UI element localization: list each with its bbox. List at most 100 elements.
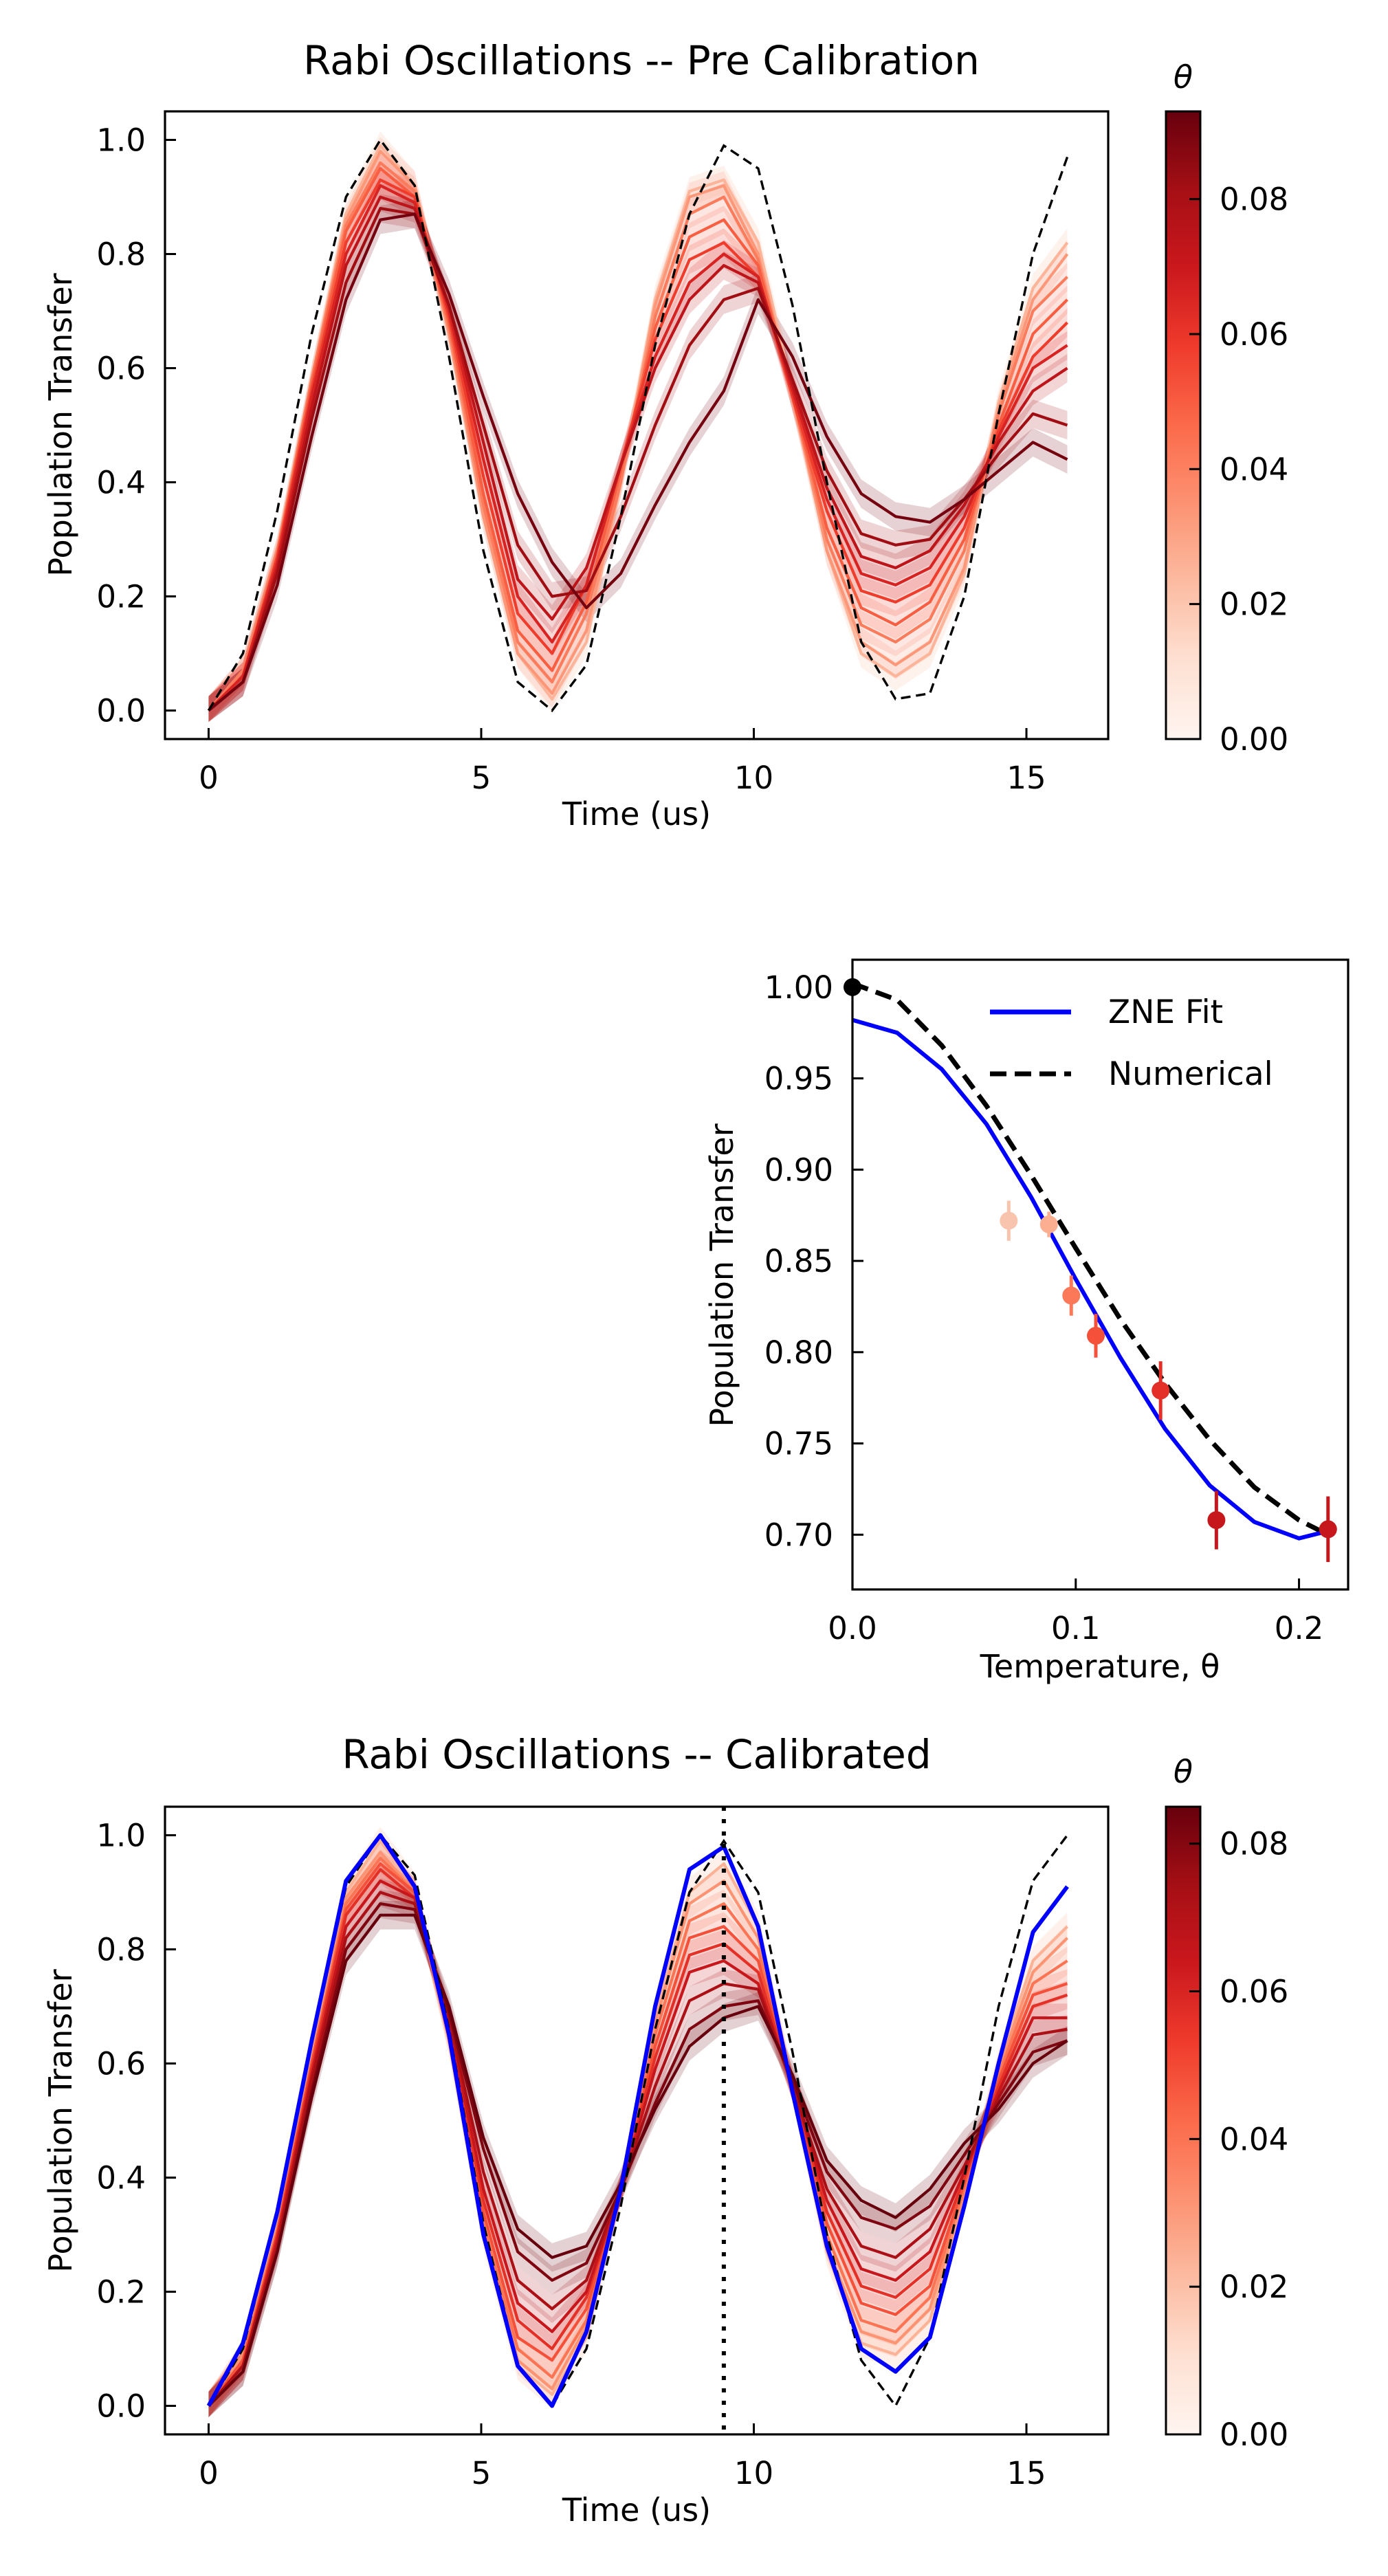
colorbar-tick-label: 0.06	[1220, 1974, 1288, 2010]
zne-x-axis-label: Temperature, θ	[980, 1648, 1220, 1685]
y-tick-label: 0.0	[96, 693, 146, 729]
series-line-6	[207, 184, 1068, 712]
error-band-4	[208, 1849, 1068, 2418]
y-tick-label: 0.2	[96, 579, 146, 615]
x-tick-label: 0	[199, 2455, 219, 2491]
colorbar-tick-label: 0.02	[1220, 2269, 1288, 2305]
x-tick-label: 0.1	[1051, 1610, 1101, 1647]
cal-numerical-reference	[207, 1833, 1068, 2408]
pre-x-axis-label: Time (us)	[562, 795, 711, 833]
cal-y-axis-label: Population Transfer	[42, 1969, 79, 2272]
cal-colorbar-ticks: 0.00 0.02 0.04 0.06 0.08	[1189, 1826, 1288, 2453]
zne-line	[206, 1833, 1069, 2408]
colorbar-tick-label: 0.02	[1220, 586, 1288, 623]
pre-y-axis-label: Population Transfer	[42, 273, 79, 576]
colorbar-tick-label: 0.04	[1220, 2121, 1288, 2157]
y-tick-label: 0.8	[96, 1932, 146, 1968]
zne-legend: ZNE Fit Numerical	[990, 993, 1273, 1093]
pre-calibration-title: Rabi Oscillations -- Pre Calibration	[303, 37, 980, 84]
calibrated-panel: Rabi Oscillations -- Calibrated 0 5 10 15 0.…	[42, 1731, 1288, 2529]
series-line-2	[207, 150, 1069, 712]
numerical-reference-line	[207, 137, 1069, 712]
y-tick-label: 0.70	[764, 1517, 833, 1553]
zne-panel: 0.0 0.1 0.2 0.70 0.75 0.80 0.85 0.90 0.95 1.00 Te…	[703, 958, 1350, 1685]
x-tick-label: 5	[472, 2455, 492, 2491]
error-band-8	[208, 194, 1068, 723]
pre-error-bands	[208, 131, 1068, 723]
y-tick-label: 0.8	[96, 236, 146, 273]
numerical-reference-line	[207, 1833, 1068, 2408]
series-line-6	[207, 1879, 1068, 2407]
x-tick-label: 15	[1006, 2455, 1046, 2491]
data-point-4	[1062, 1286, 1081, 1305]
y-tick-label: 0.95	[764, 1061, 833, 1097]
data-point-8	[1319, 1520, 1337, 1539]
cal-colorbar	[1165, 1805, 1202, 2436]
cal-x-axis-label: Time (us)	[562, 2491, 711, 2529]
x-tick-label: 0.0	[828, 1610, 877, 1647]
x-tick-label: 10	[734, 2455, 773, 2491]
y-tick-label: 0.2	[96, 2274, 146, 2311]
pre-calibration-panel: Rabi Oscillations -- Pre Calibration 0 5 1…	[42, 37, 1288, 833]
numerical-curve	[851, 981, 1330, 1537]
cal-plot-frame	[164, 1805, 1110, 2436]
colorbar-tick-label: 0.08	[1220, 1826, 1288, 1862]
error-band-4	[208, 154, 1068, 723]
zne-axis-ticks: 0.0 0.1 0.2 0.70 0.75 0.80 0.85 0.90 0.95 1.00	[764, 969, 1324, 1647]
pre-numerical-reference	[207, 137, 1069, 712]
pre-colorbar-ticks: 0.00 0.02 0.04 0.06 0.08	[1189, 181, 1288, 758]
series-line-4	[207, 1862, 1068, 2407]
zne-fit-curve	[852, 1017, 1329, 1541]
series-line-5	[207, 178, 1069, 712]
y-tick-label: 0.85	[764, 1243, 833, 1279]
x-tick-label: 15	[1006, 760, 1046, 796]
zne-plot-frame	[851, 958, 1350, 1591]
x-tick-label: 10	[734, 760, 773, 796]
y-tick-label: 1.0	[96, 1818, 146, 1854]
error-band-5	[208, 165, 1068, 723]
error-band-9	[208, 1900, 1068, 2418]
pre-colorbar	[1165, 110, 1202, 740]
y-tick-label: 0.6	[96, 351, 146, 387]
data-point-3	[1039, 1215, 1058, 1233]
y-tick-label: 0.75	[764, 1426, 833, 1462]
zne-y-axis-label: Population Transfer	[703, 1123, 740, 1427]
pre-axis-ticks: 0 5 10 15 0.0 0.2 0.4 0.6 0.8 1.0	[96, 122, 1046, 797]
error-band-8	[208, 1889, 1068, 2418]
y-tick-label: 0.4	[96, 2160, 146, 2197]
cal-axis-ticks: 0 5 10 15 0.0 0.2 0.4 0.6 0.8 1.0	[96, 1818, 1046, 2492]
colorbar-tick-label: 0.08	[1220, 181, 1288, 218]
data-point-2	[1000, 1211, 1018, 1230]
y-tick-label: 0.90	[764, 1152, 833, 1188]
colorbar-tick-label: 0.04	[1220, 451, 1288, 487]
pre-series-lines	[207, 144, 1069, 712]
series-line-9	[208, 212, 1068, 712]
colorbar-tick-label: 0.00	[1220, 2417, 1288, 2453]
legend-zne-fit-label: ZNE Fit	[1108, 993, 1223, 1031]
cal-colorbar-label: θ	[1174, 1753, 1193, 1790]
x-tick-label: 0.2	[1275, 1610, 1324, 1647]
cal-zne-line	[206, 1833, 1069, 2408]
data-point-7	[1207, 1511, 1226, 1530]
data-point-5	[1087, 1326, 1105, 1345]
x-tick-label: 5	[472, 760, 492, 796]
y-tick-label: 0.6	[96, 2046, 146, 2082]
y-tick-label: 0.4	[96, 465, 146, 501]
legend-numerical-label: Numerical	[1108, 1055, 1273, 1093]
y-tick-label: 0.80	[764, 1334, 833, 1371]
y-tick-label: 1.0	[96, 122, 146, 159]
data-point-6	[1152, 1381, 1170, 1400]
series-line-7	[208, 195, 1068, 712]
pre-colorbar-label: θ	[1174, 58, 1193, 96]
zne-curves	[851, 981, 1330, 1541]
series-line-9	[207, 1913, 1068, 2407]
pre-plot-frame	[164, 110, 1110, 740]
series-line-7	[207, 1891, 1068, 2407]
calibrated-title: Rabi Oscillations -- Calibrated	[342, 1731, 931, 1778]
colorbar-tick-label: 0.00	[1220, 721, 1288, 758]
y-tick-label: 1.00	[764, 969, 833, 1006]
colorbar-tick-label: 0.06	[1220, 316, 1288, 353]
zne-data-points	[844, 978, 1337, 1563]
y-tick-label: 0.0	[96, 2388, 146, 2425]
